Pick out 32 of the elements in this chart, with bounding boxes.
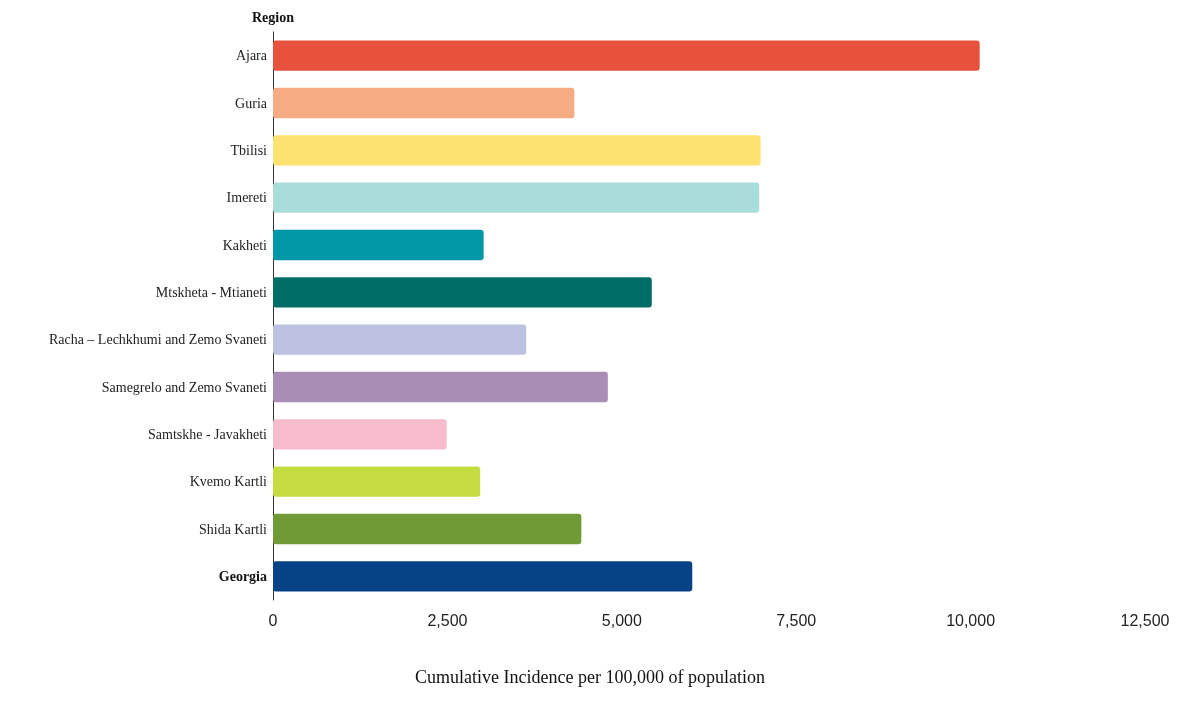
y-tick-label: Samegrelo and Zemo Svaneti (101, 379, 268, 395)
bar (273, 40, 980, 71)
bar (273, 135, 761, 166)
y-tick-label: Shida Kartli (198, 521, 268, 537)
bar (273, 277, 652, 308)
y-tick-label: Kakheti (222, 237, 268, 253)
bar (273, 182, 760, 213)
y-tick-label: Ajara (235, 48, 268, 64)
y-axis-title: Region (252, 9, 295, 25)
bar (273, 229, 484, 261)
bar (273, 466, 481, 497)
x-tick-label: 5,000 (601, 611, 642, 629)
x-tick-label: 12,500 (1120, 611, 1170, 629)
bar (273, 87, 575, 119)
bar (273, 371, 608, 403)
x-tick-label: 7,500 (776, 611, 817, 629)
y-tick-label: Imereti (226, 190, 268, 206)
y-tick-label: Racha – Lechkhumi and Zemo Svaneti (48, 332, 268, 348)
bar (273, 324, 527, 355)
y-tick-label: Kvemo Kartli (189, 474, 268, 490)
bar (273, 419, 447, 450)
y-tick-label: Tbilisi (230, 142, 268, 158)
y-tick-label: Guria (235, 95, 268, 111)
x-tick-label: 10,000 (946, 611, 996, 629)
y-tick-label: Mtskheta - Mtianeti (155, 284, 268, 300)
y-tick-label: Georgia (218, 568, 267, 584)
bar (273, 513, 582, 545)
bar (273, 561, 693, 592)
y-tick-label: Samtskhe - Javakheti (148, 426, 268, 442)
x-tick-label: 2,500 (427, 611, 468, 629)
x-tick-label: 0 (268, 611, 278, 629)
x-axis-title: Cumulative Incidence per 100,000 of population (415, 667, 765, 687)
